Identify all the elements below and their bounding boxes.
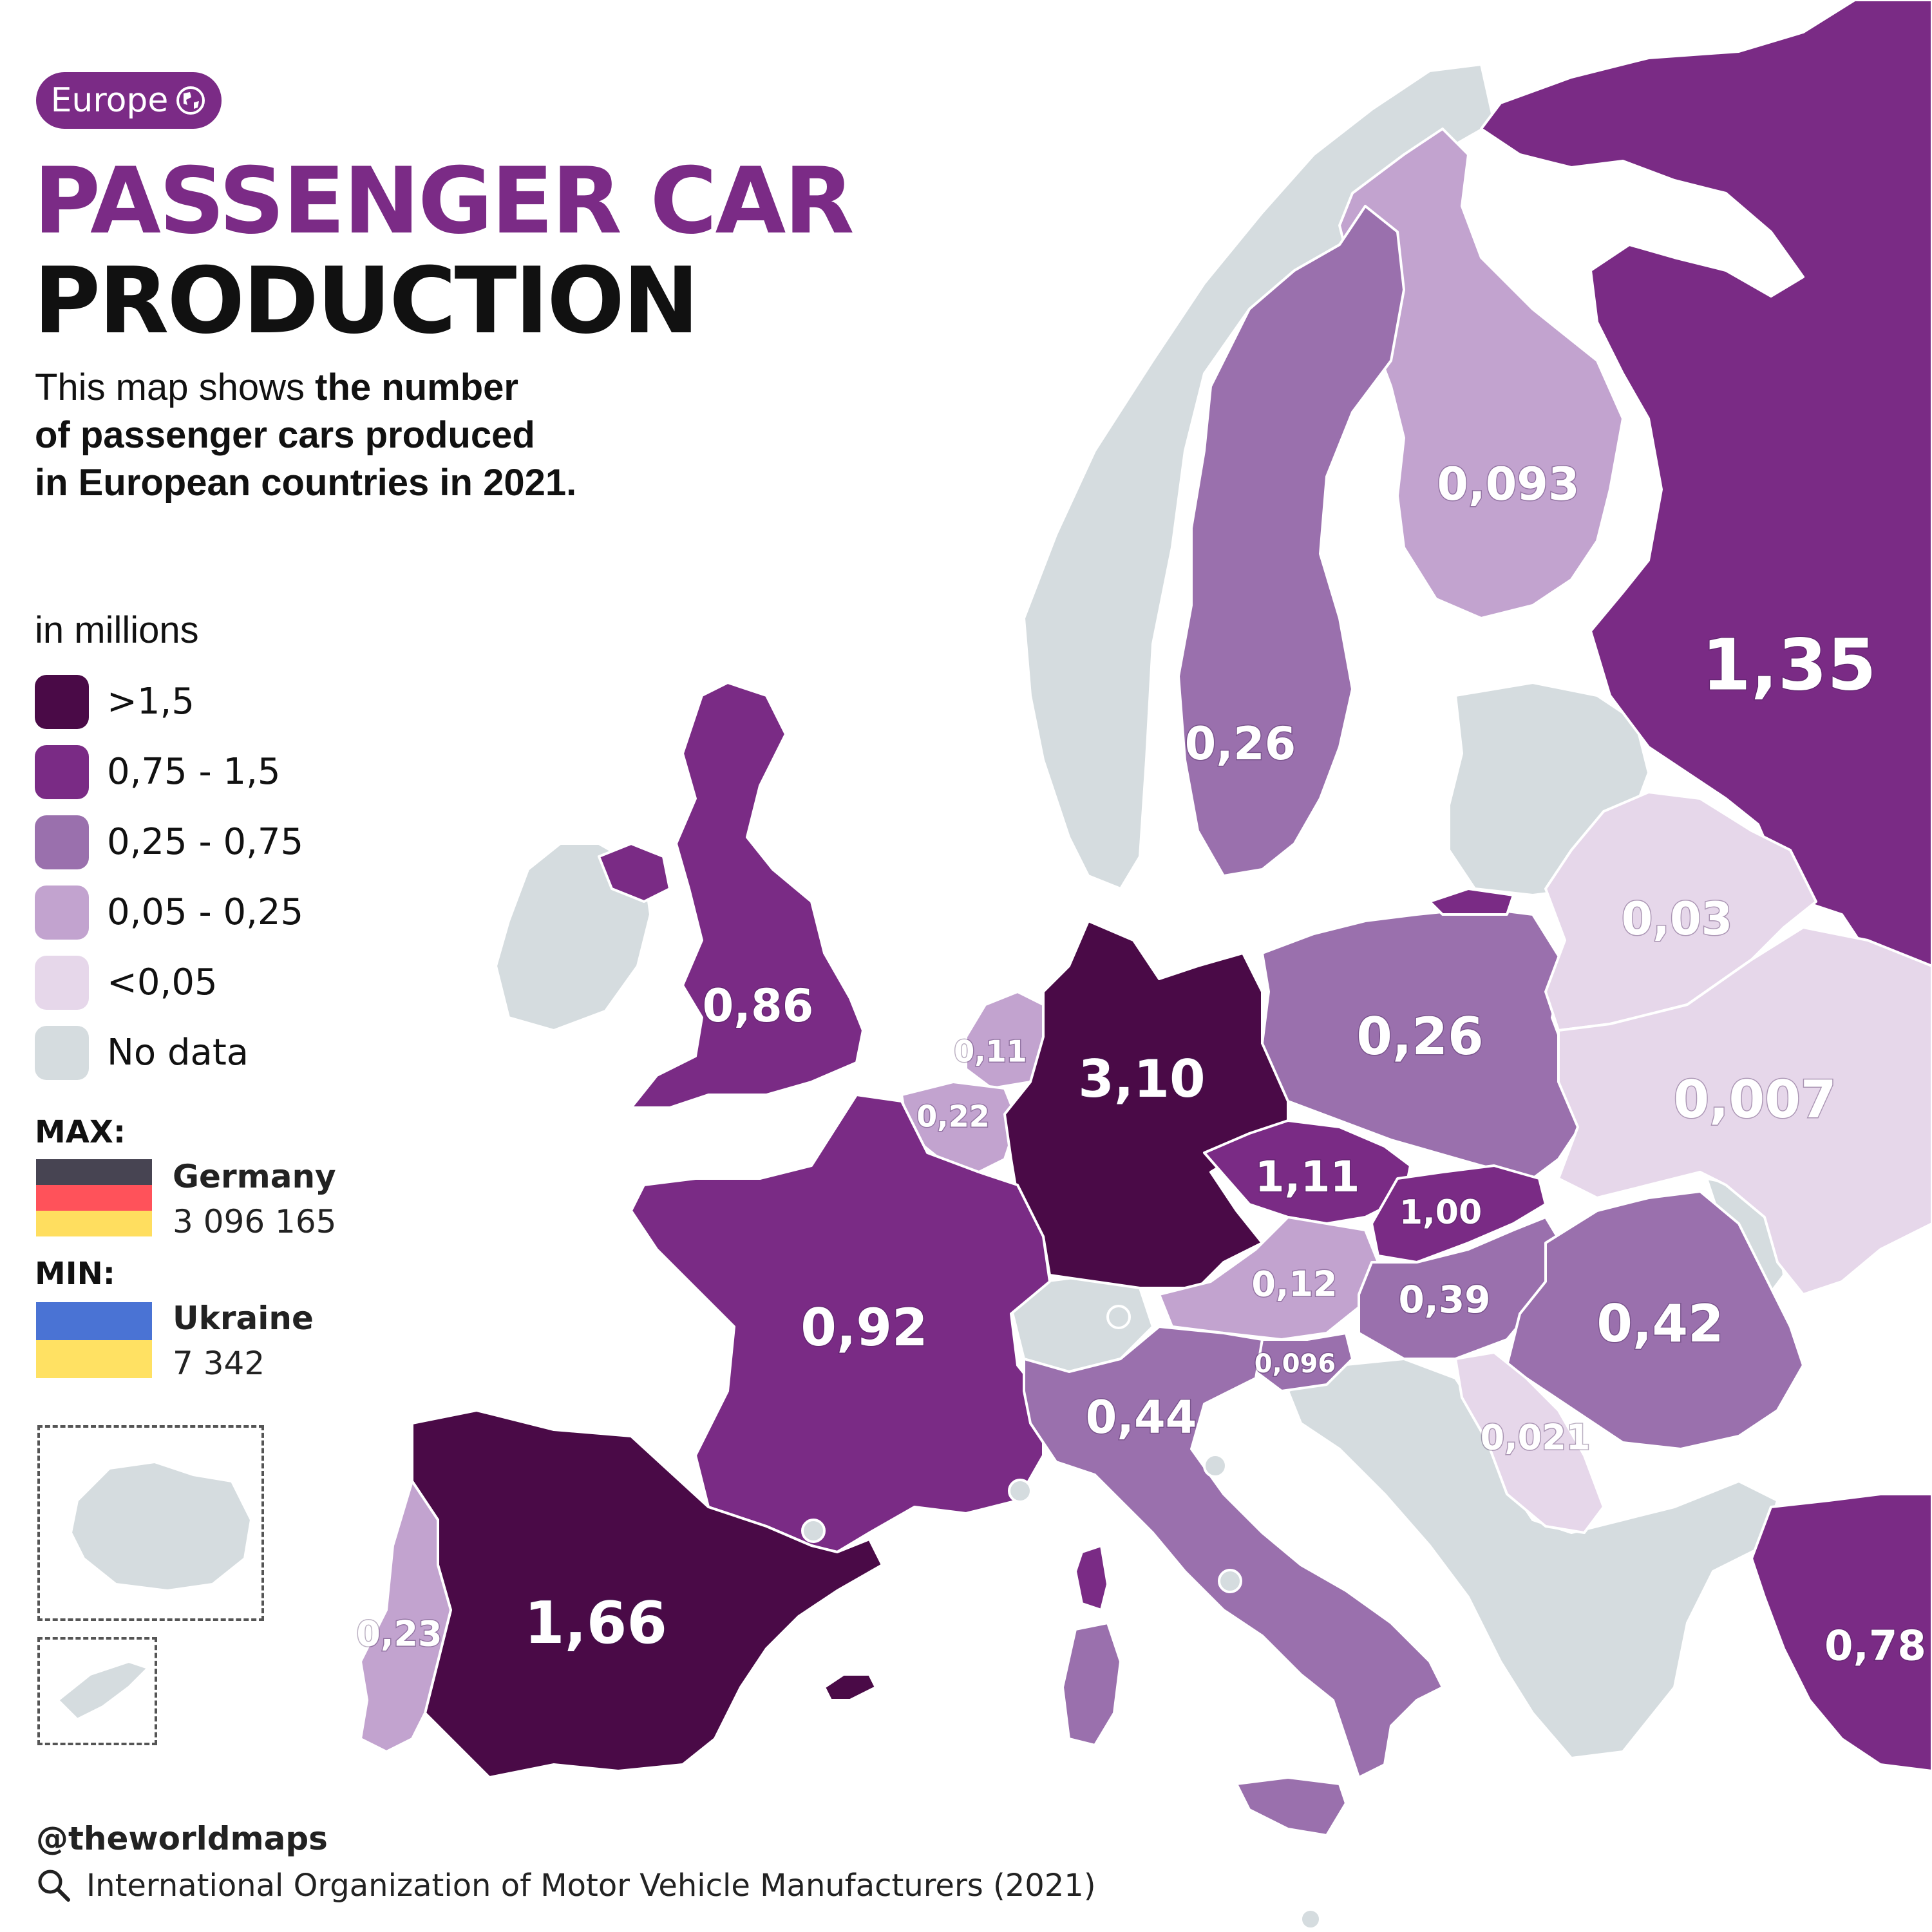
country-portugal [359, 1480, 452, 1753]
value-germany: 3,10 [1078, 1049, 1205, 1109]
city-dot-sanmarino [1203, 1454, 1227, 1478]
legend-label: No data [107, 1032, 249, 1074]
source-text: International Organization of Motor Vehi… [86, 1868, 1096, 1904]
legend-item: 0,25 - 0,75 [35, 807, 303, 877]
country-cyprus-inset [57, 1660, 149, 1721]
country-serbia [1454, 1351, 1605, 1534]
country-sweden [1177, 205, 1405, 877]
min-value: 7 342 [173, 1345, 265, 1382]
value-netherlands: 0,11 [954, 1034, 1027, 1069]
legend-item: 0,05 - 0,25 [35, 877, 303, 947]
germany-flag [36, 1159, 152, 1236]
min-country: Ukraine [173, 1300, 314, 1337]
legend-swatch [35, 885, 89, 940]
value-spain: 1,66 [524, 1589, 667, 1657]
iceland-inset [37, 1425, 264, 1621]
value-czechia: 1,11 [1255, 1152, 1360, 1202]
country-slovakia [1370, 1164, 1547, 1264]
value-slovenia: 0,096 [1255, 1349, 1336, 1379]
legend-swatch [35, 815, 89, 869]
description-bold-1: the number [315, 366, 518, 408]
description-bold-3: in European countries in 2021. [35, 462, 577, 504]
value-turkey: 0,78 [1824, 1623, 1926, 1671]
city-dot-malta [1300, 1908, 1321, 1930]
legend-swatch [35, 1025, 89, 1080]
badge-label: Europe [50, 81, 169, 120]
value-uk: 0,86 [703, 980, 814, 1032]
country-iceland-inset [70, 1461, 252, 1592]
author-handle: @theworldmaps [36, 1820, 328, 1857]
value-hungary: 0,39 [1398, 1278, 1490, 1321]
source-line: International Organization of Motor Vehi… [36, 1868, 1096, 1904]
title-line-1: PASSENGER CAR [33, 148, 855, 254]
country-northern-ireland [598, 842, 671, 903]
title-line-2: PRODUCTION [33, 248, 699, 354]
max-value: 3 096 165 [173, 1203, 337, 1240]
country-italy [1023, 1325, 1444, 1779]
value-russia: 1,35 [1701, 623, 1876, 706]
country-kaliningrad [1428, 887, 1515, 916]
legend-swatch [35, 744, 89, 799]
legend-item: >1,5 [35, 667, 303, 737]
city-dot-andorra [1008, 1479, 1032, 1503]
city-dot-vatican [1218, 1569, 1242, 1593]
legend-label: <0,05 [107, 961, 218, 1003]
country-russia [1480, 0, 1932, 967]
city-dot-monaco [801, 1519, 826, 1543]
value-slovakia: 1,00 [1399, 1193, 1482, 1232]
country-uk [630, 681, 864, 1109]
value-belgium: 0,22 [916, 1099, 990, 1134]
country-france [630, 1094, 1051, 1553]
cyprus-inset [37, 1637, 157, 1745]
country-sicily [1235, 1776, 1347, 1837]
ukraine-flag [36, 1302, 152, 1378]
country-turkey [1750, 1493, 1932, 1772]
country-poland [1261, 907, 1586, 1180]
description: This map shows the number of passenger c… [35, 364, 614, 507]
legend-units: in millions [35, 609, 199, 651]
legend-label: >1,5 [107, 681, 194, 723]
city-dot-liechtenstein [1106, 1305, 1131, 1329]
legend-label: 0,05 - 0,25 [107, 891, 304, 933]
country-sardinia [1061, 1622, 1122, 1747]
value-austria: 0,12 [1251, 1264, 1337, 1305]
value-france: 0,92 [800, 1298, 927, 1358]
value-finland: 0,093 [1437, 458, 1579, 511]
value-sweden: 0,26 [1185, 717, 1296, 770]
max-country: Germany [173, 1158, 336, 1195]
region-badge: Europe [36, 72, 222, 129]
country-corsica [1074, 1544, 1109, 1611]
description-bold-2: of passenger cars produced [35, 414, 535, 456]
country-ukraine [1557, 926, 1932, 1296]
value-italy: 0,44 [1086, 1391, 1197, 1444]
country-balearics [823, 1673, 877, 1701]
legend: >1,5 0,75 - 1,5 0,25 - 0,75 0,05 - 0,25 … [35, 667, 303, 1088]
country-ireland [495, 842, 652, 1032]
country-germany [1003, 920, 1289, 1289]
value-ukraine: 0,007 [1673, 1070, 1836, 1130]
value-portugal: 0,23 [356, 1614, 442, 1654]
country-romania [1506, 1190, 1804, 1450]
city-dots [801, 1305, 1321, 1930]
max-heading: MAX: [35, 1114, 126, 1150]
country-slovenia [1255, 1332, 1354, 1392]
search-icon [38, 1870, 70, 1902]
value-belarus: 0,03 [1622, 893, 1733, 945]
legend-label: 0,75 - 1,5 [107, 751, 281, 793]
legend-swatch [35, 674, 89, 729]
legend-label: 0,25 - 0,75 [107, 821, 304, 863]
legend-item: <0,05 [35, 947, 303, 1018]
value-serbia: 0,021 [1481, 1417, 1591, 1458]
min-heading: MIN: [35, 1256, 115, 1292]
value-poland: 0,26 [1356, 1007, 1483, 1066]
legend-swatch [35, 955, 89, 1010]
description-prefix: This map shows [35, 366, 316, 408]
legend-item: No data [35, 1018, 303, 1088]
value-labels: 1,35 0,093 0,26 0,86 0,11 0,22 3,10 0,26… [355, 457, 1927, 1672]
globe-icon [176, 86, 205, 115]
value-romania: 0,42 [1596, 1294, 1723, 1354]
legend-item: 0,75 - 1,5 [35, 737, 303, 807]
